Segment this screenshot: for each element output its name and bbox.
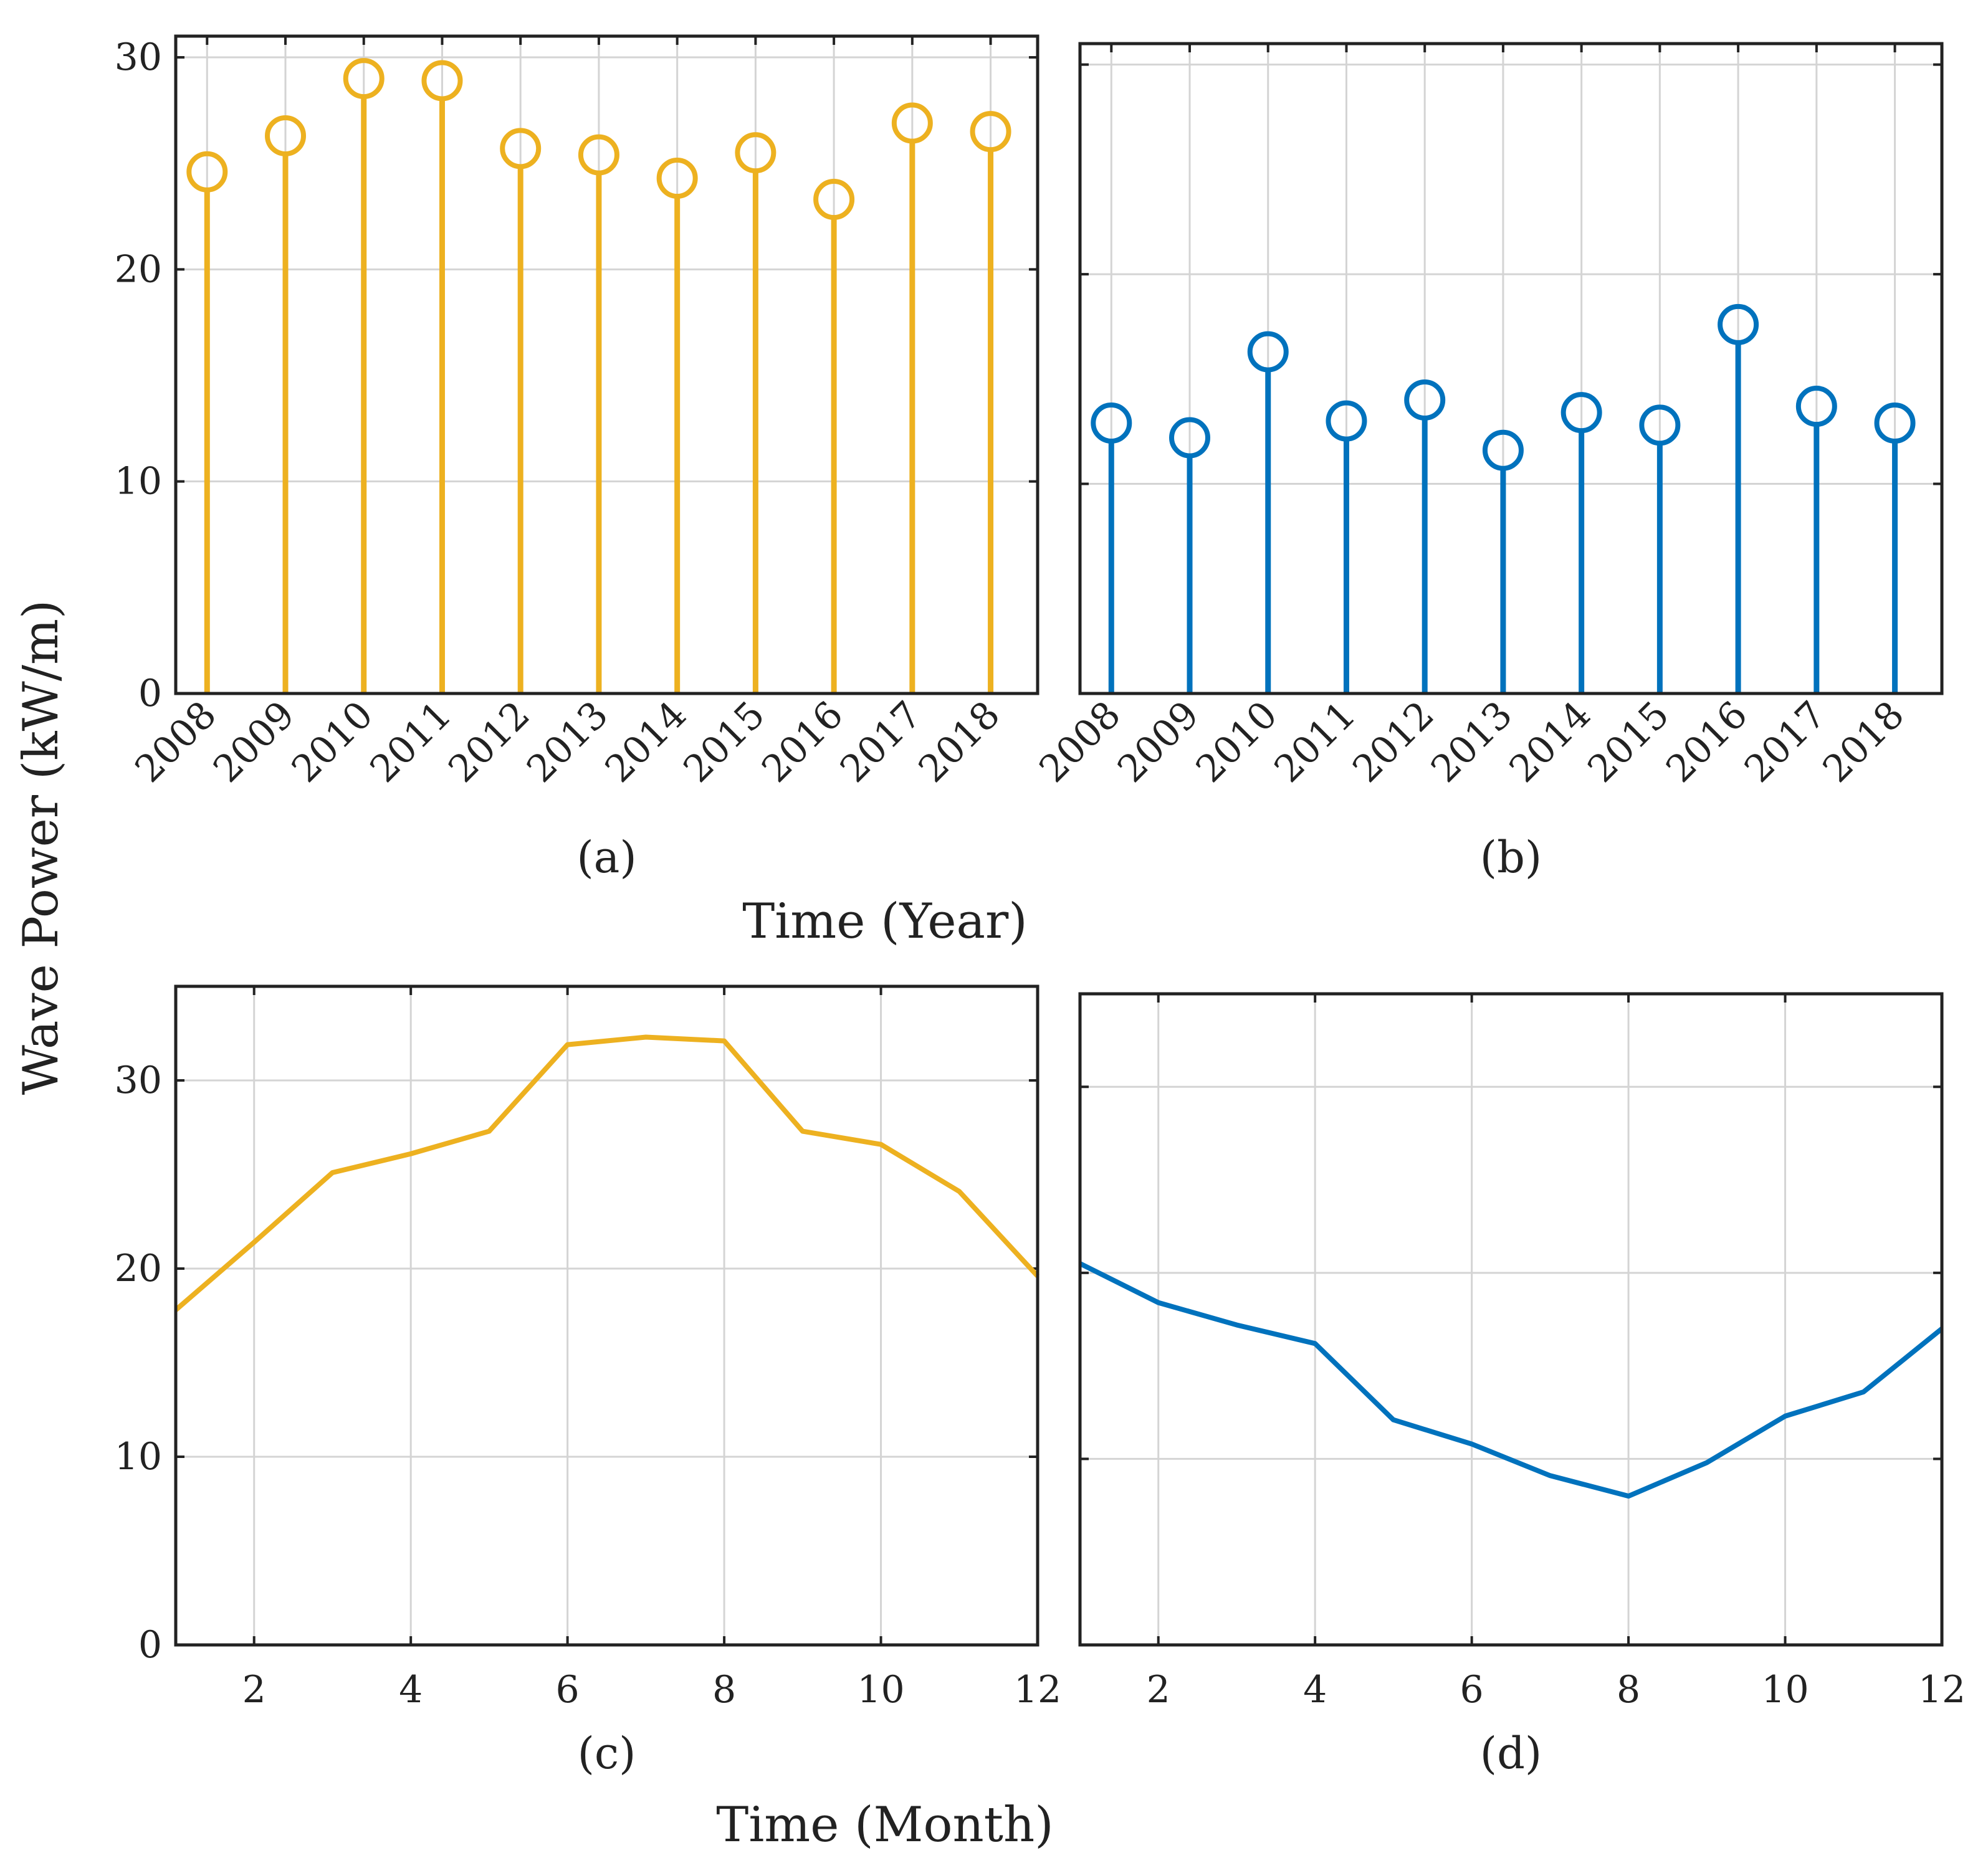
stem-marker-2017 <box>1795 386 1837 427</box>
plot-frame <box>174 984 1039 1647</box>
x-tick-label: 6 <box>1460 1668 1484 1712</box>
x-tick-label: 2016 <box>753 693 851 791</box>
stem-marker-2008 <box>1091 402 1132 444</box>
y-tick-label: 30 <box>115 1059 162 1102</box>
x-tick-label: 12 <box>1918 1668 1966 1712</box>
stem-marker-2009 <box>1169 417 1211 459</box>
x-tick-label: 6 <box>556 1668 580 1712</box>
stem-marker-2010 <box>343 58 385 100</box>
stem-marker-2015 <box>735 132 777 174</box>
x-tick-label: 4 <box>1303 1668 1327 1712</box>
plot-frame <box>1078 992 1944 1647</box>
chart-panel-c: 0 10 20 30 2 4 6 8 10 12 (c) <box>115 984 1061 1779</box>
stem-marker-2011 <box>421 60 463 102</box>
y-tick-label: 0 <box>138 672 162 715</box>
panel-label-b: (b) <box>1480 832 1542 883</box>
x-tick-label: 2016 <box>1658 693 1756 791</box>
y-tick-label: 20 <box>115 1247 162 1290</box>
panel-label-c: (c) <box>578 1728 636 1779</box>
stem-marker-2012 <box>500 128 542 169</box>
x-tick-label: 2012 <box>1344 693 1442 791</box>
plot-frame <box>174 34 1039 695</box>
x-tick-label: 2 <box>242 1668 266 1712</box>
x-tick-label: 2 <box>1147 1668 1170 1712</box>
x-tick-label: 4 <box>399 1668 423 1712</box>
series-line-d <box>1079 1261 1944 1499</box>
chart-panels: 0102030200820092010201120122013201420152… <box>115 34 1966 1779</box>
x-tick-label: 10 <box>857 1668 904 1712</box>
x-tick-label: 2010 <box>1188 693 1286 791</box>
stem-marker-2013 <box>578 134 619 176</box>
x-tick-label: 10 <box>1761 1668 1809 1712</box>
x-tick-label: 2013 <box>1423 693 1521 791</box>
y-tick-label: 20 <box>115 247 162 291</box>
x-tick-label: 2017 <box>832 693 930 791</box>
x-tick-label: 2015 <box>676 693 773 791</box>
stem-marker-2011 <box>1326 400 1367 442</box>
stem-marker-2012 <box>1404 379 1446 421</box>
x-tick-label: 12 <box>1014 1668 1061 1712</box>
x-tick-label: 2015 <box>1580 693 1678 791</box>
x-tick-label: 8 <box>712 1668 736 1712</box>
x-tick-label: 2013 <box>519 693 616 791</box>
stem-marker-2009 <box>265 115 307 156</box>
y-tick-label: 30 <box>115 36 162 79</box>
stem-marker-2014 <box>1560 392 1602 434</box>
chart-panel-d: 2 4 6 8 10 12 (d) <box>1078 992 1966 1779</box>
x-tick-label: 2011 <box>362 693 460 791</box>
chart-panel-a: 0102030200820092010201120122013201420152… <box>115 34 1039 883</box>
stem-marker-2018 <box>1874 402 1916 444</box>
y-tick-label: 0 <box>138 1623 162 1667</box>
x-tick-label: 2010 <box>284 693 381 791</box>
x-tick-label: 2009 <box>1109 693 1207 791</box>
plot-frame <box>1078 42 1944 695</box>
chart-panel-b: 2008200920102011201220132014201520162017… <box>1031 42 1944 883</box>
y-tick-label: 10 <box>115 1435 162 1479</box>
stem-marker-2014 <box>656 158 698 199</box>
x-tick-label: 2008 <box>1031 693 1129 791</box>
stem-marker-2016 <box>1718 303 1759 345</box>
stem-marker-2017 <box>891 102 933 144</box>
x-tick-label: 2014 <box>597 693 695 791</box>
x-tick-label: 2012 <box>440 693 538 791</box>
panel-label-a: (a) <box>576 832 636 883</box>
y-axis-title: Wave Power (kW/m) <box>13 600 69 1095</box>
x-axis-title-year: Time (Year) <box>742 893 1027 950</box>
stem-marker-2010 <box>1247 331 1289 373</box>
x-tick-label: 8 <box>1617 1668 1640 1712</box>
stem-marker-2016 <box>813 179 855 221</box>
panel-label-d: (d) <box>1480 1728 1542 1779</box>
stem-marker-2015 <box>1639 404 1681 446</box>
x-tick-label: 2011 <box>1266 693 1364 791</box>
series-line-c <box>174 1034 1039 1312</box>
x-axis-title-month: Time (Month) <box>716 1797 1053 1853</box>
x-tick-label: 2018 <box>910 693 1008 791</box>
y-tick-label: 10 <box>115 460 162 503</box>
x-tick-label: 2014 <box>1501 693 1599 791</box>
x-tick-label: 2009 <box>205 693 303 791</box>
stem-marker-2018 <box>970 111 1011 153</box>
stem-marker-2008 <box>186 151 228 193</box>
x-tick-label: 2018 <box>1815 693 1913 791</box>
stem-marker-2013 <box>1482 429 1524 471</box>
x-tick-label: 2017 <box>1736 693 1834 791</box>
